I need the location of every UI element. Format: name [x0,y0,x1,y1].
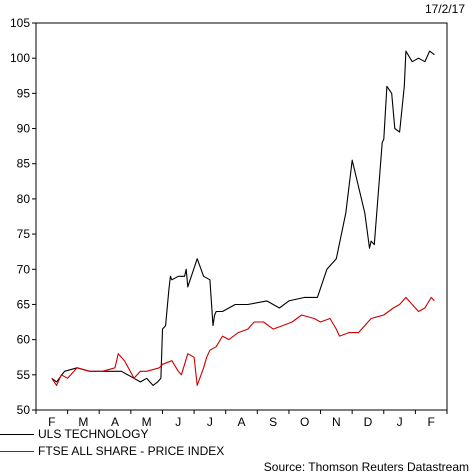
y-tick-label: 105 [10,16,30,30]
x-tick-label: J [207,415,213,429]
y-tick-label: 80 [17,192,31,206]
y-tick-label: 95 [17,86,31,100]
x-tick-label: J [397,415,403,429]
legend-swatch-ftse [0,451,34,453]
x-tick-label: O [300,415,309,429]
legend-entry-ftse: FTSE ALL SHARE - PRICE INDEX [0,444,224,458]
x-tick-label: F [428,415,435,429]
series-line-ftse [51,296,435,386]
x-tick-label: N [332,415,341,429]
legend-label-ftse: FTSE ALL SHARE - PRICE INDEX [38,444,225,458]
x-tick-label: A [237,415,245,429]
source-note: Source: Thomson Reuters Datastream [263,460,469,474]
y-tick-label: 90 [17,122,31,136]
x-tick-label: A [111,415,119,429]
x-tick-label: F [48,415,55,429]
series-line-uls [51,50,435,386]
chart-date: 17/2/17 [424,2,465,16]
legend-label-uls: ULS TECHNOLOGY [38,427,149,441]
y-tick-label: 85 [17,157,31,171]
x-tick-label: M [142,415,152,429]
x-tick-label: D [364,415,373,429]
y-tick-label: 70 [17,262,31,276]
legend-entry-uls: ULS TECHNOLOGY [0,427,148,441]
x-tick-label: S [269,415,277,429]
y-tick-label: 60 [17,333,31,347]
y-tick-label: 75 [17,227,31,241]
y-tick-label: 65 [17,297,31,311]
legend-swatch-uls [0,434,34,436]
y-tick-label: 55 [17,368,31,382]
y-tick-label: 100 [10,51,30,65]
x-tick-label: M [78,415,88,429]
y-tick-label: 50 [17,403,31,417]
plot-frame [35,22,448,411]
x-tick-label: J [175,415,181,429]
